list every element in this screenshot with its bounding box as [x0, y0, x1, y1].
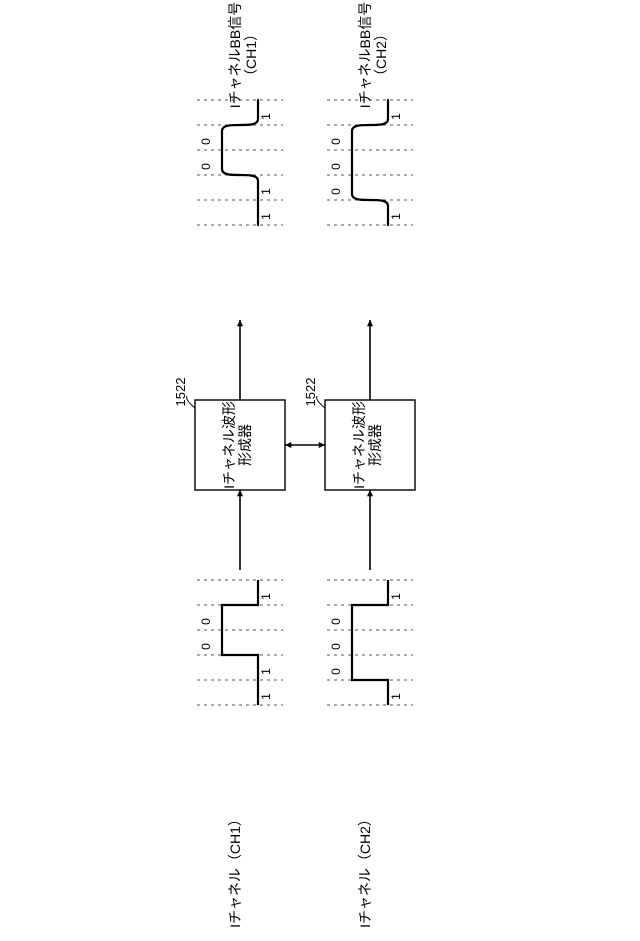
bit-in-ch1-1: 0: [199, 618, 213, 625]
ref-num-ch2: 1522: [303, 378, 318, 407]
arrow-head: [237, 490, 243, 496]
bit-in-ch1-2: 0: [199, 643, 213, 650]
bit-in-ch2-1: 0: [329, 618, 343, 625]
square-wave-ch2: [352, 580, 388, 705]
bit-out-ch2-4: 1: [389, 213, 403, 220]
arrow-head: [319, 442, 325, 448]
bit-in-ch1-3: 1: [259, 668, 273, 675]
ref-num-ch1: 1522: [173, 378, 188, 407]
bit-out-ch1-2: 0: [199, 163, 213, 170]
bit-out-ch2-3: 0: [329, 188, 343, 195]
input-label-ch2: Iチャネル（CH2）: [357, 812, 373, 928]
filtered-wave-ch1: [222, 100, 258, 225]
bit-out-ch2-2: 0: [329, 163, 343, 170]
bit-in-ch2-4: 1: [389, 693, 403, 700]
bit-in-ch2-0: 1: [389, 593, 403, 600]
square-wave-ch1: [222, 580, 258, 705]
bit-out-ch2-1: 0: [329, 138, 343, 145]
arrow-head: [367, 490, 373, 496]
bit-out-ch1-3: 1: [259, 188, 273, 195]
bit-out-ch1-4: 1: [259, 213, 273, 220]
bit-out-ch1-1: 0: [199, 138, 213, 145]
bit-in-ch2-2: 0: [329, 643, 343, 650]
output-label-ch1: IチャネルBB信号（CH1）: [227, 2, 259, 108]
bit-out-ch2-0: 1: [389, 113, 403, 120]
arrow-head: [285, 442, 291, 448]
bit-in-ch1-0: 1: [259, 593, 273, 600]
input-label-ch1: Iチャネル（CH1）: [227, 812, 243, 928]
bit-out-ch1-0: 1: [259, 113, 273, 120]
bit-in-ch2-3: 0: [329, 668, 343, 675]
output-label-ch2: IチャネルBB信号（CH2）: [357, 2, 389, 108]
arrow-head: [237, 320, 243, 326]
bit-in-ch1-4: 1: [259, 693, 273, 700]
filtered-wave-ch2: [352, 100, 388, 225]
arrow-head: [367, 320, 373, 326]
